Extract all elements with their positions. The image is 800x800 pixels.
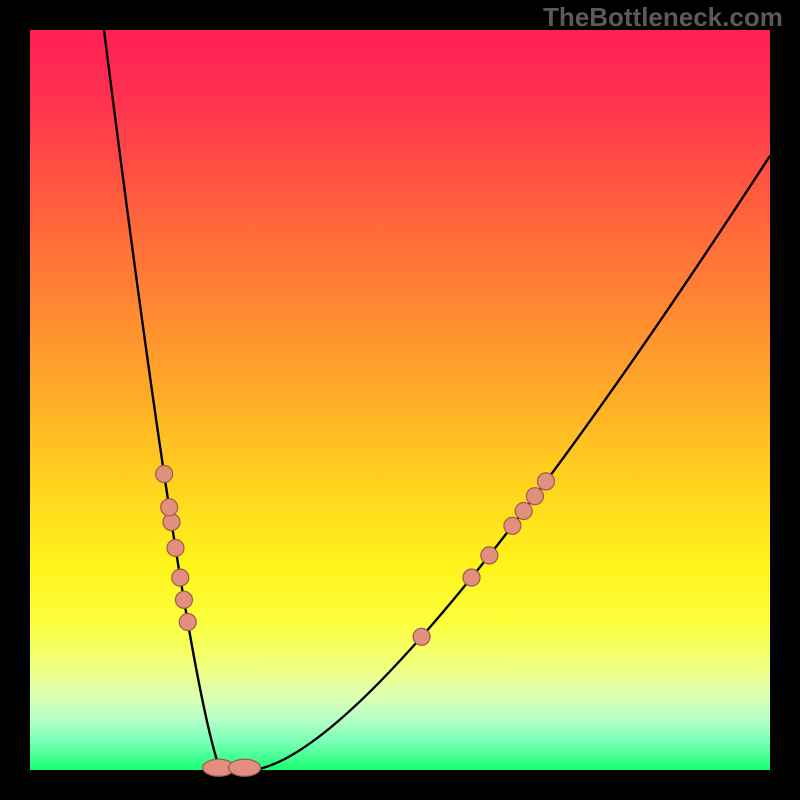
marker-right-3 xyxy=(504,517,521,534)
marker-left-4 xyxy=(163,514,180,531)
marker-left-1 xyxy=(175,591,192,608)
marker-right-2 xyxy=(481,547,498,564)
marker-bottom-1 xyxy=(229,759,261,776)
marker-left-3 xyxy=(167,540,184,557)
chart-stage: TheBottleneck.com xyxy=(0,0,800,800)
marker-right-0 xyxy=(413,628,430,645)
watermark-text: TheBottleneck.com xyxy=(543,2,783,33)
marker-left-0 xyxy=(179,614,196,631)
marker-right-5 xyxy=(526,488,543,505)
marker-left-6 xyxy=(156,466,173,483)
marker-right-1 xyxy=(463,569,480,586)
marker-left-2 xyxy=(172,569,189,586)
marker-right-6 xyxy=(537,473,554,490)
marker-left-5 xyxy=(161,499,178,516)
chart-overlay-svg xyxy=(0,0,800,800)
bottleneck-curve xyxy=(104,30,770,770)
marker-right-4 xyxy=(515,503,532,520)
